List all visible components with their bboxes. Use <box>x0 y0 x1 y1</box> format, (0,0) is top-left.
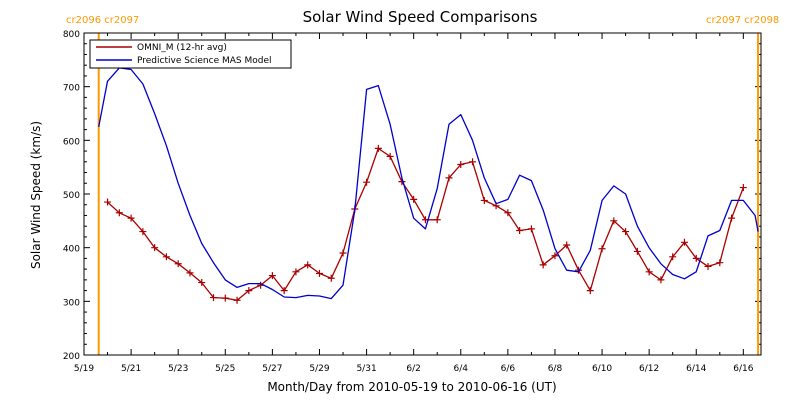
x-tick-label: 6/12 <box>639 364 659 374</box>
omni-data-point <box>657 276 665 284</box>
legend: OMNI_M (12-hr avg) Predictive Science MA… <box>89 39 292 69</box>
x-tick-label: 6/2 <box>406 364 420 374</box>
x-tick-label: 6/8 <box>548 364 563 374</box>
y-tick-label: 500 <box>63 191 80 201</box>
legend-box <box>89 39 292 69</box>
carrington-label-right: cr2097 cr2098 <box>706 15 779 26</box>
omni-data-point <box>622 228 630 236</box>
omni-data-point <box>315 269 323 277</box>
omni-data-point <box>704 262 712 270</box>
y-tick-label: 300 <box>63 298 80 308</box>
omni-data-point <box>363 178 371 186</box>
y-tick-label: 600 <box>63 137 80 147</box>
y-tick-label: 200 <box>63 352 80 362</box>
omni-data-point <box>327 274 335 282</box>
omni-data-point <box>198 279 206 287</box>
omni-data-point <box>586 287 594 295</box>
omni-data-point <box>292 268 300 276</box>
omni-data-point <box>280 287 288 295</box>
omni-data-point <box>457 160 465 168</box>
omni-data-point <box>186 269 194 277</box>
x-tick-label: 5/19 <box>74 364 94 374</box>
omni-data-point <box>386 152 394 160</box>
omni-data-point <box>151 244 159 252</box>
omni-data-point <box>221 294 229 302</box>
omni-data-point <box>739 184 747 192</box>
omni-data-point <box>210 294 218 302</box>
x-tick-label: 5/27 <box>262 364 282 374</box>
x-tick-label: 6/14 <box>686 364 706 374</box>
omni-data-point <box>610 217 618 225</box>
y-axis-label: Solar Wind Speed (km/s) <box>29 121 43 269</box>
omni-data-point <box>410 195 418 203</box>
x-tick-label: 6/6 <box>501 364 516 374</box>
mas-series-line <box>98 67 759 300</box>
x-tick-label: 5/29 <box>309 364 329 374</box>
chart-title: Solar Wind Speed Comparisons <box>303 8 538 26</box>
x-tick-label: 5/31 <box>356 364 376 374</box>
plot-frame <box>83 32 762 356</box>
legend-label-omni: OMNI_M (12-hr avg) <box>137 43 227 53</box>
omni-data-point <box>104 198 112 206</box>
x-tick-label: 6/4 <box>454 364 469 374</box>
x-tick-label: 6/10 <box>592 364 612 374</box>
x-tick-label: 5/21 <box>121 364 141 374</box>
omni-data-point <box>516 226 524 234</box>
omni-data-point <box>268 272 276 280</box>
omni-data-point <box>339 249 347 257</box>
x-axis-label: Month/Day from 2010-05-19 to 2010-06-16 … <box>267 380 556 394</box>
omni-data-point <box>504 209 512 217</box>
legend-label-mas: Predictive Science MAS Model <box>137 56 272 66</box>
omni-data-point <box>598 245 606 253</box>
y-tick-label: 700 <box>63 84 80 94</box>
omni-data-point <box>115 209 123 217</box>
omni-data-point <box>575 266 583 274</box>
omni-data-point <box>680 238 688 246</box>
omni-data-point <box>433 216 441 224</box>
omni-data-point <box>139 228 147 236</box>
omni-data-point <box>374 144 382 152</box>
omni-data-point <box>551 252 559 260</box>
omni-data-point <box>480 196 488 204</box>
x-tick-label: 6/16 <box>733 364 753 374</box>
y-tick-label: 400 <box>63 245 80 255</box>
omni-data-point <box>539 261 547 269</box>
omni-data-point <box>162 253 170 261</box>
omni-data-point <box>127 214 135 222</box>
omni-data-point <box>469 158 477 166</box>
chart-marks: 200 300 400 500 600 700 800 5/19 5/21 5/23 5/25 5/2… <box>63 30 761 374</box>
omni-data-point <box>245 287 253 295</box>
carrington-label-left: cr2096 cr2097 <box>66 15 139 26</box>
omni-data-point <box>633 247 641 255</box>
omni-data-point <box>728 214 736 222</box>
omni-data-point <box>563 241 571 249</box>
omni-data-point <box>527 225 535 233</box>
x-tick-label: 5/25 <box>215 364 235 374</box>
y-tick-label: 800 <box>63 30 80 40</box>
omni-data-point <box>692 254 700 262</box>
omni-data-point <box>716 259 724 267</box>
omni-data-point <box>669 253 677 261</box>
omni-data-point <box>445 174 453 182</box>
omni-data-point <box>304 261 312 269</box>
x-tick-label: 5/23 <box>168 364 188 374</box>
omni-data-point <box>233 296 241 304</box>
omni-data-point <box>645 268 653 276</box>
omni-data-point <box>174 260 182 268</box>
